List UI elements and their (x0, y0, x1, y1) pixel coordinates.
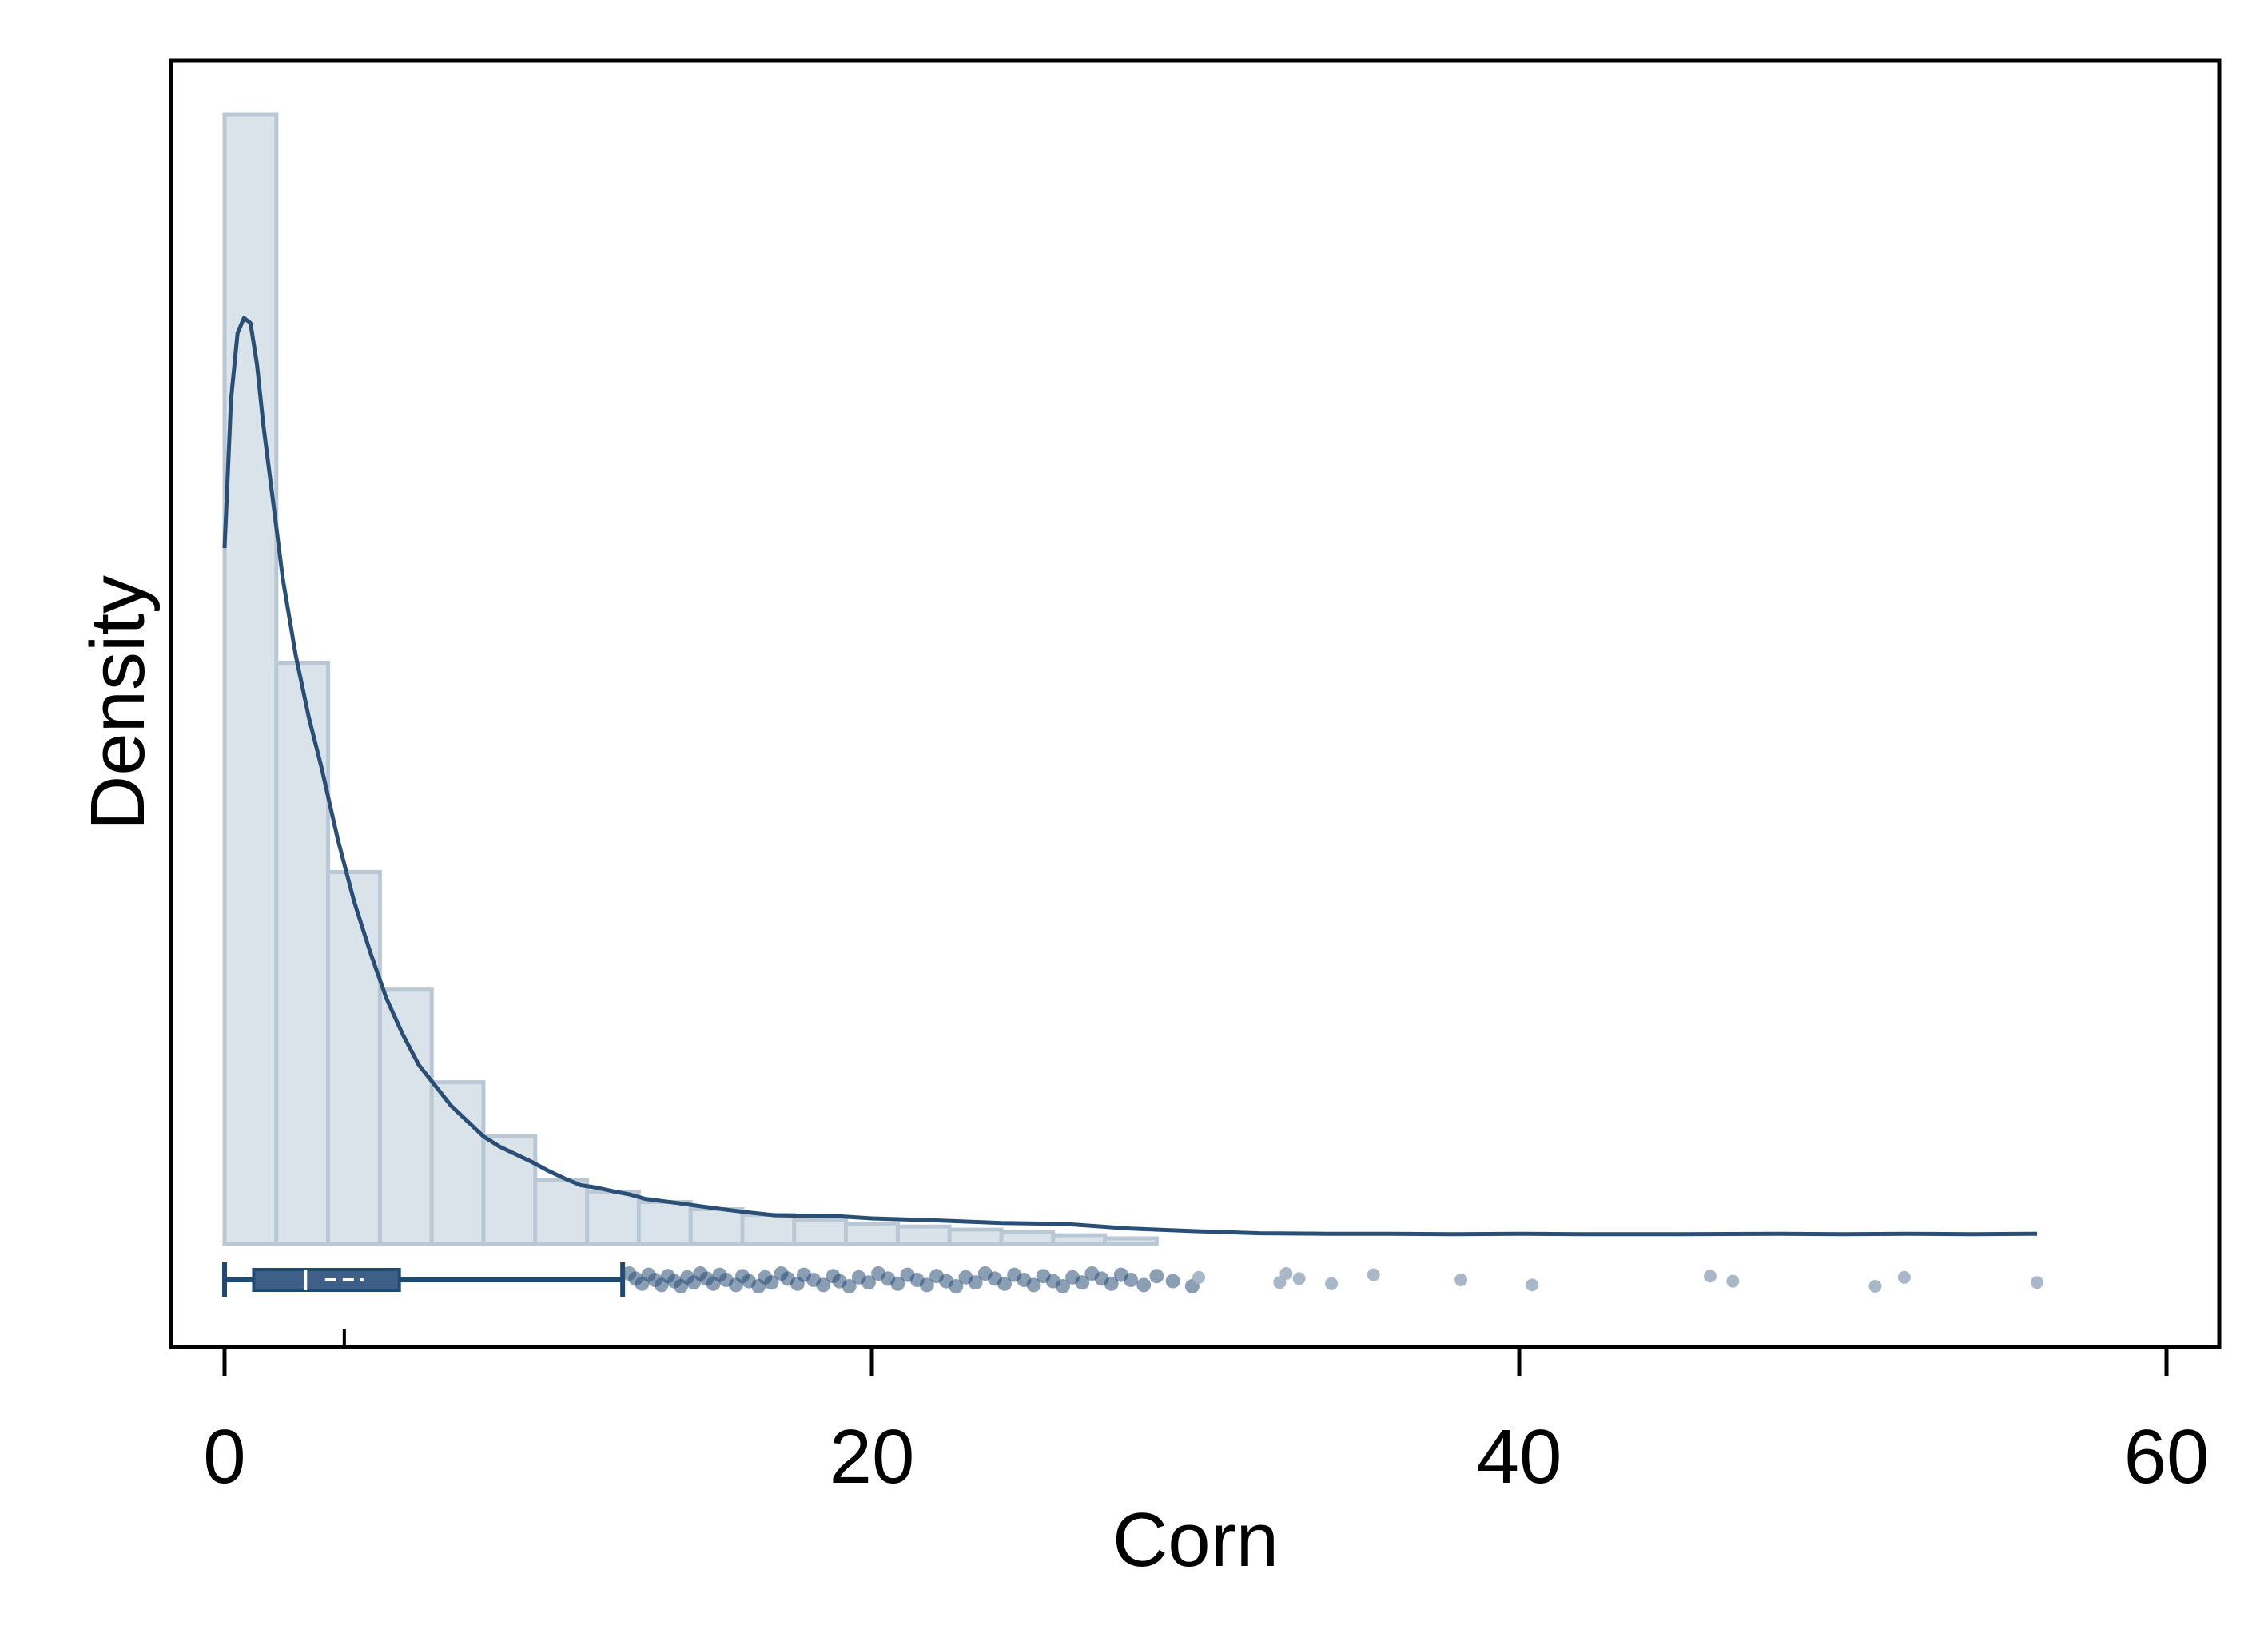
outlier-point (842, 1279, 857, 1293)
outlier-point (764, 1275, 779, 1290)
outlier-point (2031, 1276, 2043, 1289)
histogram-bar (688, 1206, 745, 1246)
outlier-point (1897, 1270, 1911, 1284)
x-tick-label: 60 (2124, 1414, 2210, 1500)
outlier-point (1292, 1272, 1306, 1285)
histogram-bar (636, 1199, 693, 1246)
outlier-point (1325, 1277, 1339, 1290)
histogram-bar (326, 869, 382, 1246)
outlier-point (1149, 1269, 1164, 1284)
histogram-bar (1103, 1236, 1159, 1246)
x-axis-label: Corn (1112, 1497, 1279, 1583)
outlier-point (1726, 1274, 1740, 1288)
density-curve (222, 316, 2038, 1237)
boxplot-box (252, 1268, 401, 1292)
histogram-bar (792, 1218, 849, 1246)
histogram-bar (999, 1230, 1056, 1246)
outlier-point (1055, 1279, 1070, 1293)
outlier-point (1075, 1275, 1090, 1290)
histogram-bar (429, 1080, 486, 1246)
x-tick-label: 20 (830, 1414, 915, 1500)
outlier-point (816, 1277, 831, 1293)
outlier-point (997, 1276, 1013, 1291)
outlier-point (949, 1279, 964, 1293)
histogram-bar (740, 1212, 797, 1246)
outlier-point (1136, 1277, 1152, 1293)
histogram-bar (377, 987, 434, 1246)
histogram-bar (947, 1227, 1004, 1246)
outlier-point (919, 1277, 934, 1293)
outlier-point (1526, 1278, 1539, 1292)
outlier-point (1703, 1270, 1717, 1283)
histogram-bar (844, 1221, 900, 1246)
histogram-bar (1051, 1233, 1108, 1246)
outlier-point (861, 1275, 876, 1290)
histogram-bar (585, 1190, 641, 1246)
outlier-point (1273, 1276, 1287, 1289)
boxplot (222, 1262, 626, 1347)
x-tick-label: 40 (1477, 1414, 1562, 1500)
outlier-points (622, 1266, 2043, 1293)
outlier-point (1124, 1273, 1138, 1287)
histogram-bar (895, 1224, 952, 1246)
histogram-bar (274, 661, 331, 1246)
outlier-point (1454, 1274, 1468, 1286)
x-axis-ticks: 0 20 40 60 (203, 1347, 2209, 1500)
outlier-point (1192, 1270, 1206, 1284)
outlier-point (1868, 1280, 1882, 1293)
outlier-point (968, 1275, 983, 1290)
histogram-bar (533, 1178, 590, 1246)
outlier-point (1026, 1277, 1041, 1293)
outlier-point (1165, 1274, 1180, 1289)
outlier-point (1367, 1268, 1380, 1281)
plot-frame (169, 58, 2222, 1349)
outlier-point (1279, 1267, 1293, 1280)
x-tick-label: 0 (203, 1414, 245, 1500)
outlier-point (890, 1276, 905, 1291)
histogram-bar (222, 112, 279, 1246)
y-axis-label: Density (75, 575, 161, 831)
outlier-point (1104, 1276, 1119, 1291)
histogram-bars (222, 112, 1159, 1246)
